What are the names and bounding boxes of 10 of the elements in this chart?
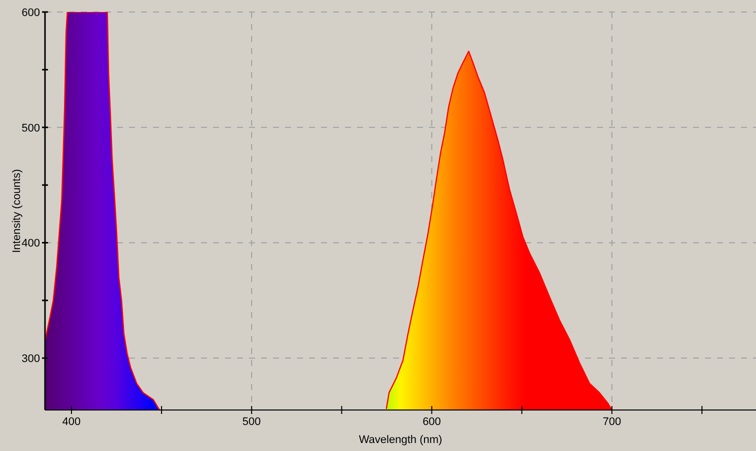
y-tick-label: 400 bbox=[22, 238, 40, 250]
x-axis-title: Wavelength (nm) bbox=[358, 434, 442, 446]
y-axis-title: Intensity (counts) bbox=[11, 169, 23, 253]
y-tick-label: 600 bbox=[22, 7, 40, 19]
y-tick-label: 300 bbox=[22, 353, 40, 366]
y-tick-label: 500 bbox=[22, 122, 40, 134]
x-tick-label: 400 bbox=[62, 416, 81, 428]
x-tick-label: 600 bbox=[422, 416, 441, 428]
x-tick-label: 700 bbox=[602, 416, 622, 428]
x-tick-label: 500 bbox=[242, 416, 261, 428]
